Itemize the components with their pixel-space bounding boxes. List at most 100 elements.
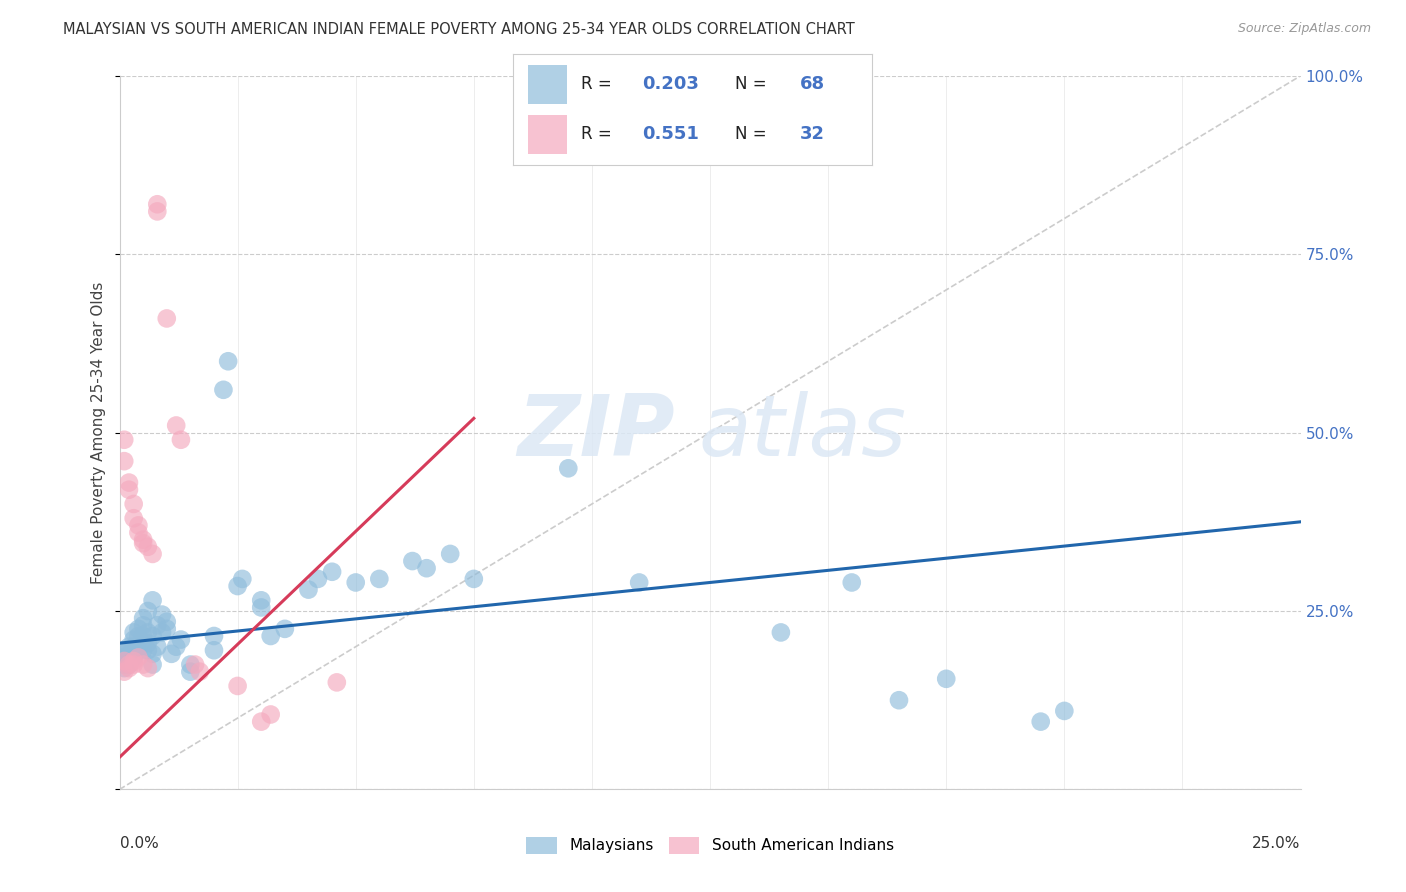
- Text: 68: 68: [800, 75, 825, 93]
- Point: [841, 575, 863, 590]
- Point: [136, 661, 159, 675]
- Point: [136, 604, 159, 618]
- Point: [132, 618, 155, 632]
- Point: [179, 657, 201, 672]
- Text: N =: N =: [735, 126, 772, 144]
- Point: [112, 454, 135, 468]
- Legend: Malaysians, South American Indians: Malaysians, South American Indians: [520, 830, 900, 860]
- Text: atlas: atlas: [699, 391, 907, 475]
- Point: [170, 433, 193, 447]
- Text: MALAYSIAN VS SOUTH AMERICAN INDIAN FEMALE POVERTY AMONG 25-34 YEAR OLDS CORRELAT: MALAYSIAN VS SOUTH AMERICAN INDIAN FEMAL…: [63, 22, 855, 37]
- Point: [250, 600, 273, 615]
- Point: [226, 679, 249, 693]
- Point: [165, 640, 187, 654]
- Point: [118, 661, 141, 675]
- Text: R =: R =: [581, 75, 617, 93]
- Point: [127, 622, 149, 636]
- Point: [118, 657, 141, 672]
- Point: [170, 632, 193, 647]
- Point: [260, 707, 283, 722]
- Point: [132, 611, 155, 625]
- Point: [127, 629, 149, 643]
- Point: [118, 654, 141, 668]
- Text: ZIP: ZIP: [517, 391, 675, 475]
- Point: [202, 629, 225, 643]
- Point: [122, 654, 145, 668]
- Point: [112, 661, 135, 675]
- Point: [184, 657, 207, 672]
- Point: [122, 643, 145, 657]
- Point: [142, 657, 165, 672]
- Y-axis label: Female Poverty Among 25-34 Year Olds: Female Poverty Among 25-34 Year Olds: [91, 282, 107, 583]
- Point: [226, 579, 249, 593]
- Point: [122, 650, 145, 665]
- Text: Source: ZipAtlas.com: Source: ZipAtlas.com: [1237, 22, 1371, 36]
- Point: [274, 622, 297, 636]
- Point: [112, 433, 135, 447]
- Point: [132, 536, 155, 550]
- Point: [415, 561, 437, 575]
- Point: [118, 647, 141, 661]
- Point: [118, 643, 141, 657]
- Point: [136, 636, 159, 650]
- Point: [142, 593, 165, 607]
- Point: [112, 665, 135, 679]
- Point: [401, 554, 423, 568]
- Point: [112, 654, 135, 668]
- Bar: [527, 65, 567, 103]
- Point: [368, 572, 391, 586]
- Point: [887, 693, 910, 707]
- Point: [179, 665, 201, 679]
- Point: [1053, 704, 1076, 718]
- Point: [142, 547, 165, 561]
- Point: [112, 643, 135, 657]
- Point: [122, 497, 145, 511]
- Point: [156, 311, 179, 326]
- Text: 32: 32: [800, 126, 825, 144]
- Point: [127, 525, 149, 540]
- Point: [118, 640, 141, 654]
- Point: [321, 565, 343, 579]
- Text: R =: R =: [581, 126, 617, 144]
- Text: 0.203: 0.203: [643, 75, 699, 93]
- Point: [112, 650, 135, 665]
- Point: [127, 643, 149, 657]
- Point: [142, 647, 165, 661]
- Point: [136, 625, 159, 640]
- Point: [142, 629, 165, 643]
- Point: [127, 650, 149, 665]
- Point: [326, 675, 349, 690]
- Point: [136, 643, 159, 657]
- Bar: [527, 115, 567, 154]
- Point: [628, 575, 651, 590]
- Point: [297, 582, 319, 597]
- Point: [132, 533, 155, 547]
- Text: 25.0%: 25.0%: [1253, 836, 1301, 851]
- Point: [146, 197, 169, 211]
- Point: [250, 714, 273, 729]
- Point: [122, 632, 145, 647]
- Point: [1029, 714, 1052, 729]
- Text: N =: N =: [735, 75, 772, 93]
- Point: [132, 629, 155, 643]
- Point: [146, 204, 169, 219]
- Point: [122, 625, 145, 640]
- Point: [150, 625, 173, 640]
- Point: [112, 654, 135, 668]
- Point: [127, 640, 149, 654]
- Point: [217, 354, 239, 368]
- Point: [156, 622, 179, 636]
- Point: [250, 593, 273, 607]
- Point: [260, 629, 283, 643]
- Point: [307, 572, 329, 586]
- Point: [935, 672, 957, 686]
- Point: [122, 640, 145, 654]
- Point: [231, 572, 253, 586]
- Point: [769, 625, 792, 640]
- Point: [132, 643, 155, 657]
- Point: [160, 647, 183, 661]
- Text: 0.551: 0.551: [643, 126, 699, 144]
- Point: [463, 572, 485, 586]
- Point: [202, 643, 225, 657]
- Point: [557, 461, 579, 475]
